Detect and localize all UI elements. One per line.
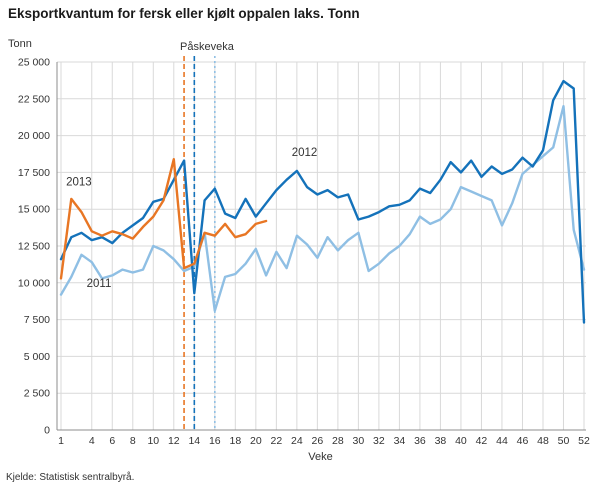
x-tick-label: 22 [271, 435, 283, 447]
y-tick-label: 25 000 [18, 57, 50, 69]
series-label-2013: 2013 [66, 177, 92, 189]
y-tick-label: 20 000 [18, 130, 50, 142]
x-tick-label: 30 [353, 435, 365, 447]
x-tick-label: 6 [109, 435, 115, 447]
x-tick-label: 36 [414, 435, 426, 447]
x-tick-label: 1 [58, 435, 64, 447]
y-tick-label: 7 500 [24, 314, 50, 326]
x-axis-label: Veke [308, 451, 332, 463]
x-tick-label: 24 [291, 435, 303, 447]
x-tick-label: 40 [455, 435, 467, 447]
annotation-label: Påskeveka [180, 41, 235, 53]
x-tick-label: 42 [476, 435, 488, 447]
series-line-2012 [59, 79, 586, 324]
source-note: Kjelde: Statistisk sentralbyrå. [6, 472, 135, 483]
x-tick-label: 26 [312, 435, 324, 447]
x-tick-label: 8 [130, 435, 136, 447]
x-tick-label: 28 [332, 435, 344, 447]
y-tick-label: 15 000 [18, 204, 50, 216]
y-tick-label: 17 500 [18, 167, 50, 179]
x-tick-label: 10 [147, 435, 159, 447]
x-tick-label: 34 [394, 435, 406, 447]
x-tick-label: 52 [578, 435, 590, 447]
series-label-2011: 2011 [87, 278, 112, 290]
series-line-2011 [59, 104, 586, 312]
x-tick-label: 48 [537, 435, 549, 447]
x-tick-label: 16 [209, 435, 221, 447]
y-axis-unit-label: Tonn [8, 38, 32, 50]
x-tick-label: 14 [188, 435, 200, 447]
x-tick-label: 38 [435, 435, 447, 447]
y-tick-label: 0 [44, 425, 50, 437]
y-tick-label: 2 500 [24, 388, 50, 400]
x-tick-label: 50 [558, 435, 570, 447]
x-tick-label: 44 [496, 435, 508, 447]
x-tick-label: 32 [373, 435, 385, 447]
series-label-2012: 2012 [292, 147, 318, 159]
chart-canvas: Tonn 0 2 500 5 000 7 500 10 000 12 500 15 000 17… [8, 38, 590, 463]
y-tick-label: 5 000 [24, 351, 50, 363]
y-tick-label: 10 000 [18, 277, 50, 289]
y-tick-label: 12 500 [18, 241, 50, 253]
y-tick-label: 22 500 [18, 93, 50, 105]
x-tick-label: 18 [229, 435, 241, 447]
x-tick-label: 12 [168, 435, 180, 447]
x-tick-label: 4 [89, 435, 95, 447]
series-line-2013 [59, 157, 268, 280]
x-tick-label: 46 [517, 435, 529, 447]
chart-title: Eksportkvantum for fersk eller kjølt opp… [8, 6, 360, 21]
x-tick-label: 20 [250, 435, 262, 447]
